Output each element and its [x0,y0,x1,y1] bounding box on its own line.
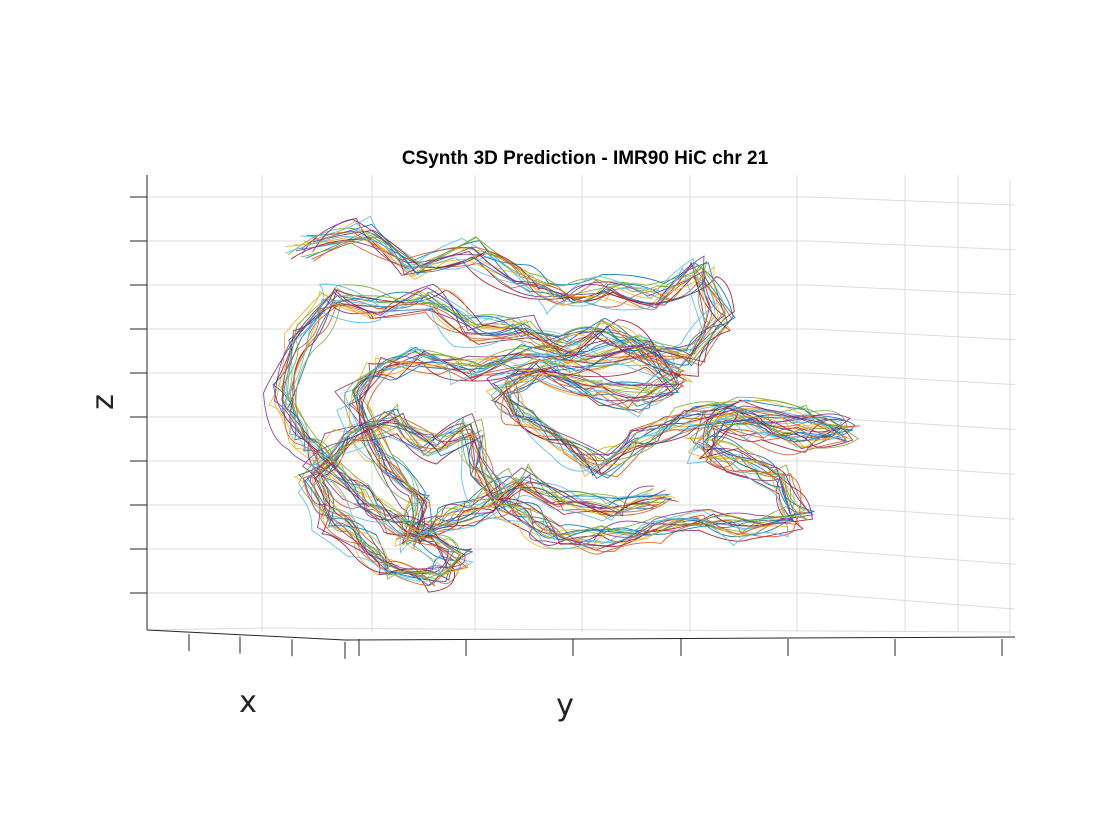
grid-line-floor [146,627,263,631]
axes [130,175,1016,659]
z-axis-label: z [86,394,121,410]
grid-line-z [147,416,1016,430]
z-ticks [130,196,147,594]
trace-line [286,223,848,582]
grid-line-z [147,284,1016,296]
chart-title: CSynth 3D Prediction - IMR90 HiC chr 21 [402,148,769,169]
grid-line-z [147,196,1016,206]
grid-line-z [147,328,1016,341]
trace-line [289,242,846,587]
x-axis-line [146,629,346,641]
grid-line-z [147,548,1016,565]
grid-line-z [147,240,1016,251]
trace-line [280,234,848,580]
x-axis-label: x [239,685,257,720]
trace-line [273,218,845,570]
grid-line-z [147,592,1016,610]
trace-line [268,235,851,577]
grid-lines [146,175,1016,635]
y-axis-line [344,636,1016,641]
grid-line-z [147,504,1016,520]
trace-line [279,235,834,582]
grid-line-floor [261,627,1011,633]
x-ticks [188,634,346,659]
y-ticks [358,639,1003,656]
y-axis-label: y [556,688,574,723]
chromatin-traces [263,215,860,593]
